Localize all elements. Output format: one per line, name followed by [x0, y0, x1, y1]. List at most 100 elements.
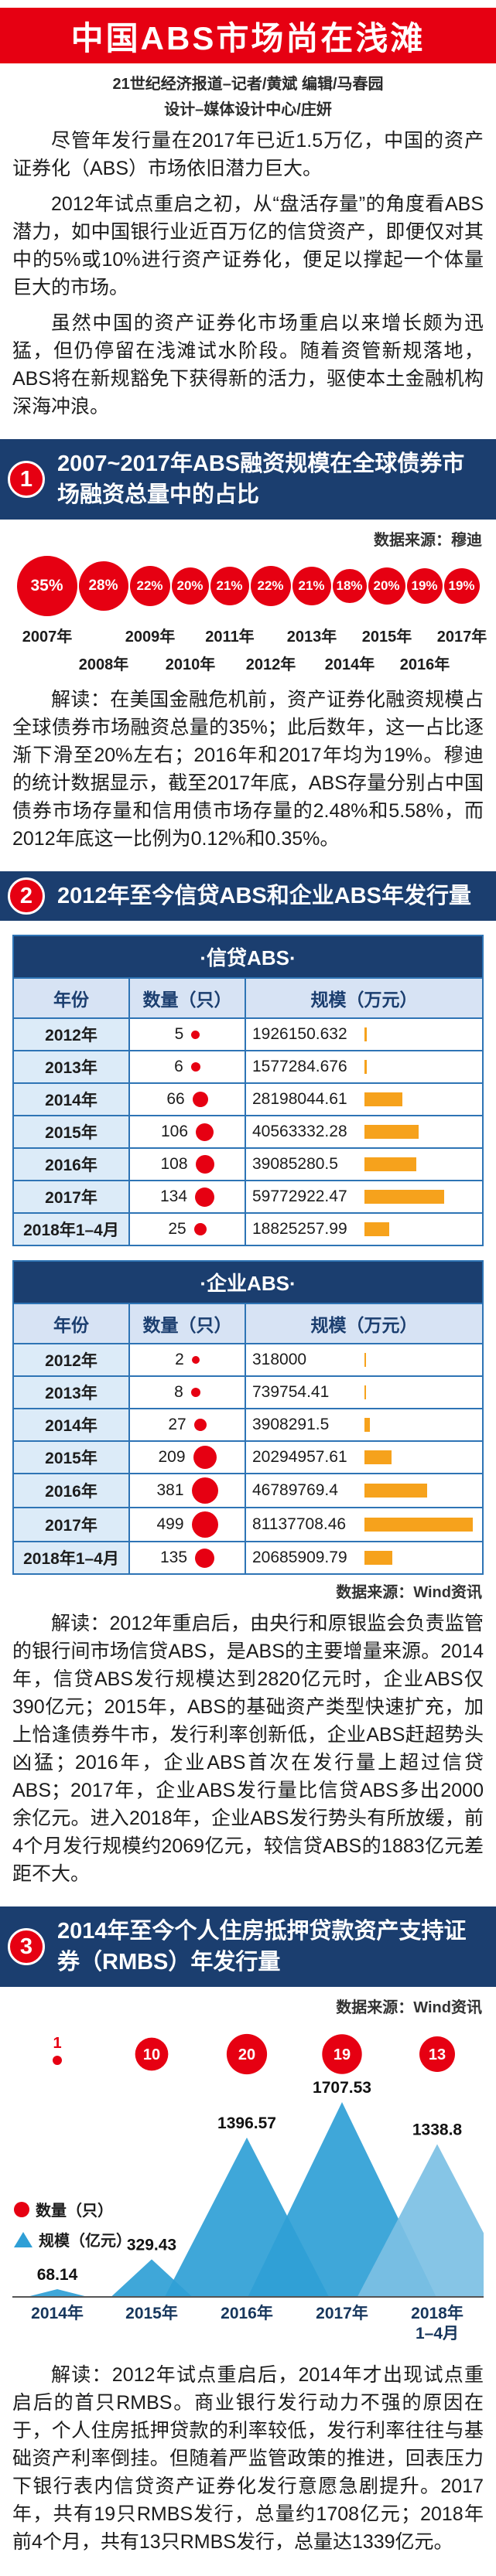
scale-bar: [364, 1551, 392, 1565]
bubble-year-label: 2007年: [22, 629, 73, 646]
column-header: 规模（万元）: [245, 1303, 484, 1344]
count-value: 135: [159, 1549, 188, 1566]
count-cell: 135: [128, 1541, 246, 1575]
share-bubble: 19%: [443, 568, 480, 604]
section2-data-source: 数据来源：Wind资讯: [336, 1584, 482, 1601]
count-value: 108: [160, 1155, 188, 1173]
share-bubble: 22%: [250, 566, 291, 606]
section3-header: 3 2014年至今个人住房抵押贷款资产支持证券（RMBS）年发行量: [0, 1906, 496, 1987]
scale-value: 81137708.46: [252, 1515, 347, 1533]
share-bubble: 18%: [332, 569, 367, 603]
column-header: 年份: [12, 1303, 130, 1344]
peak-value-label: 1396.57: [217, 2114, 276, 2132]
scale-bar: [364, 1060, 367, 1074]
count-cell: 108: [128, 1147, 246, 1181]
scale-value: 20294957.61: [252, 1448, 347, 1466]
year-cell: 2012年: [12, 1017, 130, 1051]
x-axis-label: 2018年: [411, 2304, 464, 2322]
section1-commentary: 解读：在美国金融危机前，资产证券化融资规模占全球债券市场融资总量的35%；此后数…: [12, 689, 484, 850]
scale-bar: [364, 1092, 402, 1106]
count-value: 134: [159, 1187, 188, 1205]
legend-count-label: 数量（只）: [36, 2203, 113, 2220]
count-dot: [191, 1030, 200, 1039]
bubble-year-label: 2010年: [165, 656, 216, 673]
page-title: 中国ABS市场尚在浅滩: [70, 19, 426, 56]
count-dot: [191, 1356, 200, 1364]
scale-cell: 81137708.46: [245, 1507, 484, 1542]
scale-bar: [364, 1450, 392, 1464]
section3-data-source: 数据来源：Wind资讯: [336, 1999, 482, 2016]
year-cell: 2013年: [12, 1375, 130, 1409]
table-row: 2013年 8 739754.41: [12, 1375, 484, 1409]
count-dot: [192, 1092, 208, 1107]
count-cell: 106: [128, 1115, 246, 1149]
table-row: 2016年 381 46789769.4: [12, 1473, 484, 1508]
section2-number-badge: 2: [8, 877, 45, 915]
scale-value: 46789769.4: [252, 1481, 338, 1499]
count-cell: 2: [128, 1343, 246, 1377]
count-cell: 8: [128, 1375, 246, 1409]
scale-cell: 18825257.99: [245, 1212, 484, 1246]
scale-value: 3908291.5: [252, 1416, 330, 1433]
count-dot: [193, 1223, 207, 1235]
peak-value-label: 1707.53: [313, 2079, 371, 2097]
title-banner: 中国ABS市场尚在浅滩: [0, 8, 496, 63]
scale-value: 20685909.79: [252, 1549, 347, 1566]
x-axis-label: 2017年: [316, 2304, 368, 2322]
bubble-year-label: 2014年: [324, 656, 375, 673]
scale-cell: 46789769.4: [245, 1473, 484, 1508]
count-cell: 25: [128, 1212, 246, 1246]
year-cell: 2017年: [12, 1180, 130, 1214]
count-bubble: [322, 2034, 362, 2074]
count-cell: 381: [128, 1473, 246, 1508]
count-value: 2: [175, 1351, 184, 1368]
scale-bar: [364, 1518, 473, 1532]
scale-value: 739754.41: [252, 1383, 330, 1401]
year-cell: 2018年1–4月: [12, 1541, 130, 1575]
scale-cell: 40563332.28: [245, 1115, 484, 1149]
share-bubble: 20%: [171, 567, 209, 605]
section2-title: 2012年至今信贷ABS和企业ABS年发行量: [57, 884, 471, 908]
table-row: 2018年1–4月 25 18825257.99: [12, 1212, 484, 1246]
count-cell: 27: [128, 1408, 246, 1442]
count-dot-icon: [14, 2201, 29, 2217]
intro-paragraph-1: 尽管年发行量在2017年已近1.5万亿，中国的资产证券化（ABS）市场依旧潜力巨…: [12, 130, 484, 179]
section3-number-badge: 3: [8, 1928, 45, 1965]
scale-cell: 59772922.47: [245, 1180, 484, 1214]
peak-value-label: 329.43: [127, 2236, 176, 2254]
bubble-year-label: 2016年: [399, 656, 450, 673]
table-row: 2013年 6 1577284.676: [12, 1050, 484, 1084]
count-dot: [53, 2056, 62, 2065]
scale-value: 28198044.61: [252, 1090, 347, 1108]
bubble-year-labels: 2007年 2008年 2009年 2010年 2011年 2012年 2013年 2014年…: [12, 621, 487, 678]
section2-header: 2 2012年至今信贷ABS和企业ABS年发行量: [0, 871, 496, 921]
count-dot: [193, 1419, 207, 1431]
table-row: 2016年 108 39085280.5: [12, 1147, 484, 1181]
global-share-bubble-chart: 35% 28% 22% 20% 21% 22% 21% 18% 20% 19% 19% 2007年 2…: [12, 556, 487, 678]
scale-cell: 318000: [245, 1343, 484, 1377]
intro-paragraph-3: 虽然中国的资产证券化市场重启以来增长颇为迅猛，但仍停留在浅滩试水阶段。随着资管新…: [12, 312, 484, 417]
table-title-row: ·信贷ABS·: [12, 935, 484, 979]
share-bubble: 20%: [368, 567, 405, 605]
scale-value: 18825257.99: [252, 1220, 347, 1238]
count-value: 66: [166, 1090, 185, 1108]
table-row: 2014年 66 28198044.61: [12, 1082, 484, 1116]
year-cell: 2017年: [12, 1507, 130, 1542]
scale-bar: [364, 1027, 367, 1041]
table-row: 2015年 209 20294957.61: [12, 1440, 484, 1474]
year-cell: 2012年: [12, 1343, 130, 1377]
year-cell: 2014年: [12, 1082, 130, 1116]
year-cell: 2016年: [12, 1473, 130, 1508]
scale-cell: 28198044.61: [245, 1082, 484, 1116]
section1-data-source: 数据来源：穆迪: [374, 532, 482, 549]
count-value: 381: [156, 1481, 184, 1499]
count-value: 209: [158, 1448, 186, 1466]
count-dot: [195, 1548, 215, 1568]
bubble-year-label: 2015年: [361, 629, 412, 646]
section3-title: 2014年至今个人住房抵押贷款资产支持证券（RMBS）年发行量: [57, 1919, 467, 1975]
table-row: 2014年 27 3908291.5: [12, 1408, 484, 1442]
count-value: 5: [174, 1025, 184, 1043]
scale-value: 59772922.47: [252, 1187, 347, 1205]
table-row: 2017年 499 81137708.46: [12, 1507, 484, 1542]
